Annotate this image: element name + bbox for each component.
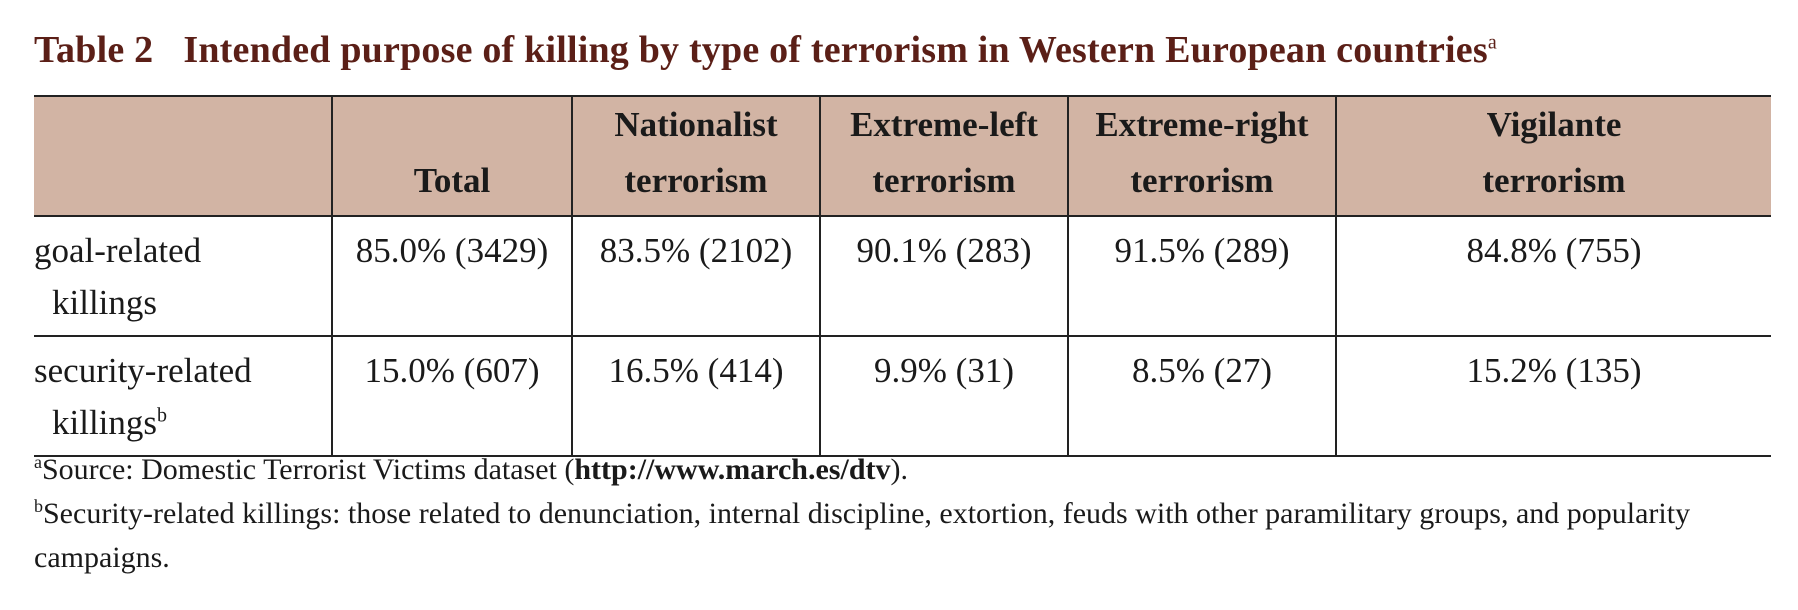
header-cell-total: Total [331,95,572,217]
table-cell: 91.5% (289) [1067,216,1336,337]
title-footnote-marker: a [1487,31,1497,54]
table-cell: 83.5% (2102) [571,216,820,337]
row-label: goal-related killings [34,216,332,337]
header-row: Total Nationalist terrorism Extreme-left… [34,95,1771,217]
row-footnote-marker: b [157,404,168,427]
table-cell: 9.9% (31) [819,336,1068,457]
footnote-a: aSource: Domestic Terrorist Victims data… [34,452,908,486]
table-title: Table 2 Intended purpose of killing by ty… [34,28,1497,72]
table-cell: 15.0% (607) [331,336,572,457]
footnote-b: bSecurity-related killings: those relate… [34,496,1691,574]
footnotes: aSource: Domestic Terrorist Victims data… [34,448,1774,580]
header-cell-extreme-right: Extreme-right terrorism [1067,95,1336,217]
footnote-marker: a [34,452,42,472]
table-row: security-related killingsb 15.0% (607) 1… [34,336,1771,457]
table-cell: 15.2% (135) [1335,336,1771,457]
table-row: goal-related killings 85.0% (3429) 83.5%… [34,216,1771,337]
table-cell: 90.1% (283) [819,216,1068,337]
data-table: Total Nationalist terrorism Extreme-left… [34,95,1771,457]
table-number: Table 2 [34,29,154,71]
table-cell: 84.8% (755) [1335,216,1771,337]
table-cell: 85.0% (3429) [331,216,572,337]
source-link[interactable]: http://www.march.es/dtv [574,453,891,486]
footnote-marker: b [34,496,43,516]
table-cell: 8.5% (27) [1067,336,1336,457]
table-cell: 16.5% (414) [571,336,820,457]
row-label: security-related killingsb [34,336,332,457]
header-cell-extreme-left: Extreme-left terrorism [819,95,1068,217]
header-cell-nationalist: Nationalist terrorism [571,95,820,217]
header-cell-vigilante: Vigilante terrorism [1335,95,1771,217]
table-title-text: Intended purpose of killing by type of t… [183,29,1488,71]
header-cell-label [34,95,332,217]
